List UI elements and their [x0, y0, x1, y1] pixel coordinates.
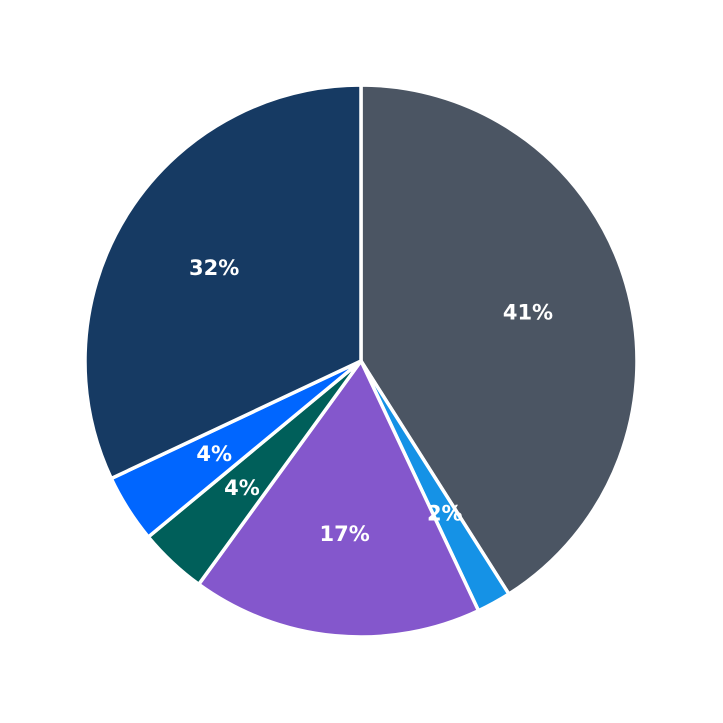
- slice-label: 32%: [189, 256, 239, 280]
- pie-slices: [83, 83, 639, 639]
- pie-slice: [197, 359, 481, 639]
- slice-label: 4%: [196, 442, 232, 466]
- slice-label: 17%: [320, 522, 370, 546]
- slice-label: 2%: [427, 501, 463, 525]
- pie-slice: [83, 83, 363, 481]
- slice-label: 4%: [224, 476, 260, 500]
- slice-label: 41%: [503, 300, 553, 324]
- pie-labels: 41% 2% 17% 4% 4% 32%: [189, 256, 553, 546]
